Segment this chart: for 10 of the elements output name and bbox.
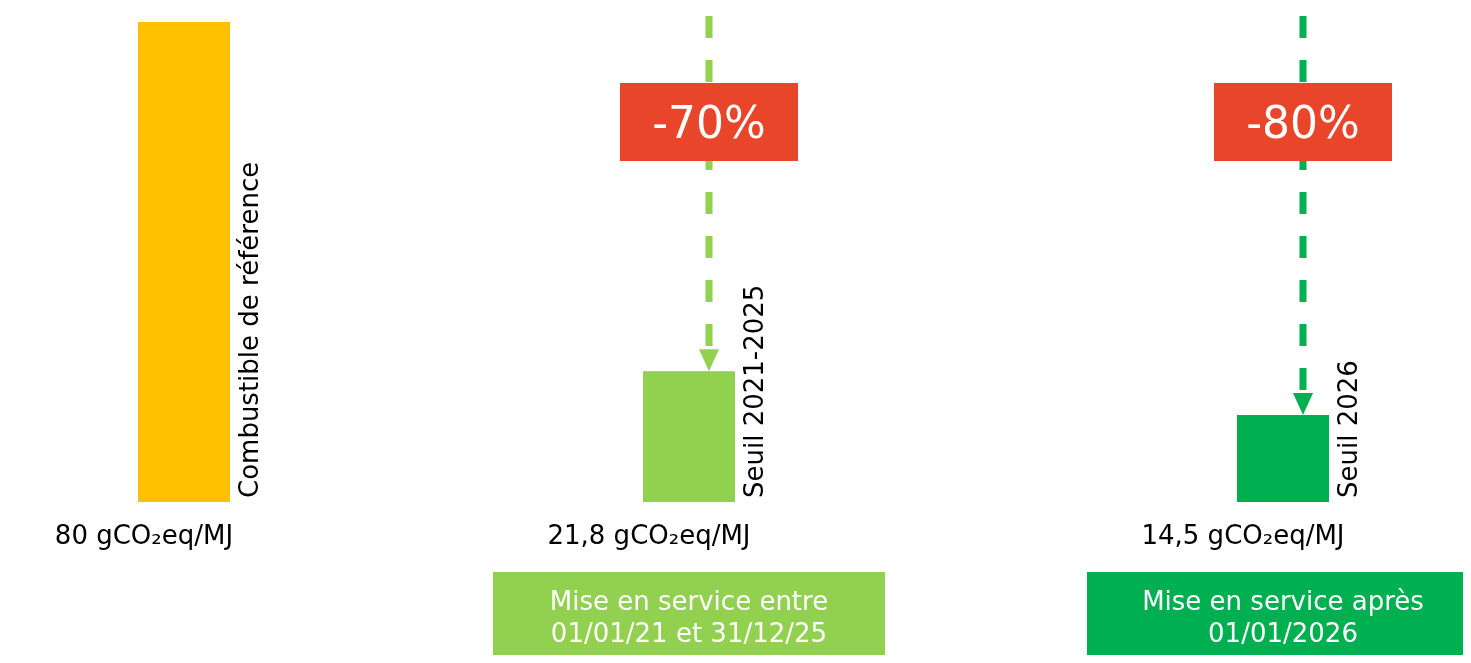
x-tick-label: Seuil 2021-2025	[739, 284, 769, 498]
annotation: -70%	[652, 97, 766, 148]
annotation: -80%	[1246, 97, 1360, 148]
data-label: 80 gCO₂eq/MJ	[54, 520, 234, 550]
x-tick-label: Combustible de référence	[234, 161, 264, 498]
text: Mise en service entre 01/01/21 et 31/12/25	[549, 586, 829, 648]
text: Mise en service après 01/01/2026	[1142, 586, 1424, 648]
data-label: 21,8 gCO₂eq/MJ	[547, 520, 751, 550]
x-tick-label: Seuil 2026	[1333, 360, 1363, 498]
data-label: 14,5 gCO₂eq/MJ	[1141, 520, 1345, 550]
